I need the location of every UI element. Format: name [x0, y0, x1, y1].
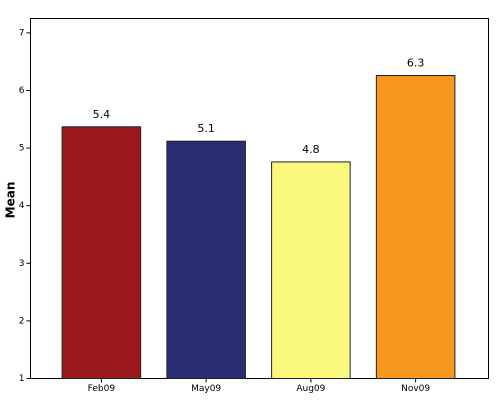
y-tick-label: 7	[19, 28, 25, 38]
x-tick-label: May09	[191, 384, 221, 394]
y-tick-label: 3	[19, 259, 25, 269]
value-label: 5.4	[93, 108, 111, 121]
x-tick-label: Feb09	[88, 384, 116, 394]
bar	[61, 126, 142, 380]
x-tick-label: Nov09	[401, 384, 430, 394]
y-tick-label: 6	[19, 86, 25, 96]
bar	[375, 75, 456, 380]
y-tick-label: 5	[19, 144, 25, 154]
y-tick-label: 1	[19, 374, 25, 384]
y-axis-label: Mean	[4, 182, 18, 219]
bar	[166, 140, 246, 379]
y-tick-label: 4	[19, 201, 25, 211]
value-label: 4.8	[302, 143, 320, 156]
value-label: 5.1	[197, 122, 215, 135]
bar	[271, 161, 351, 379]
plot-frame	[30, 18, 489, 379]
value-label: 6.3	[407, 57, 425, 70]
y-tick-label: 2	[19, 316, 25, 326]
x-tick-label: Aug09	[296, 384, 325, 394]
